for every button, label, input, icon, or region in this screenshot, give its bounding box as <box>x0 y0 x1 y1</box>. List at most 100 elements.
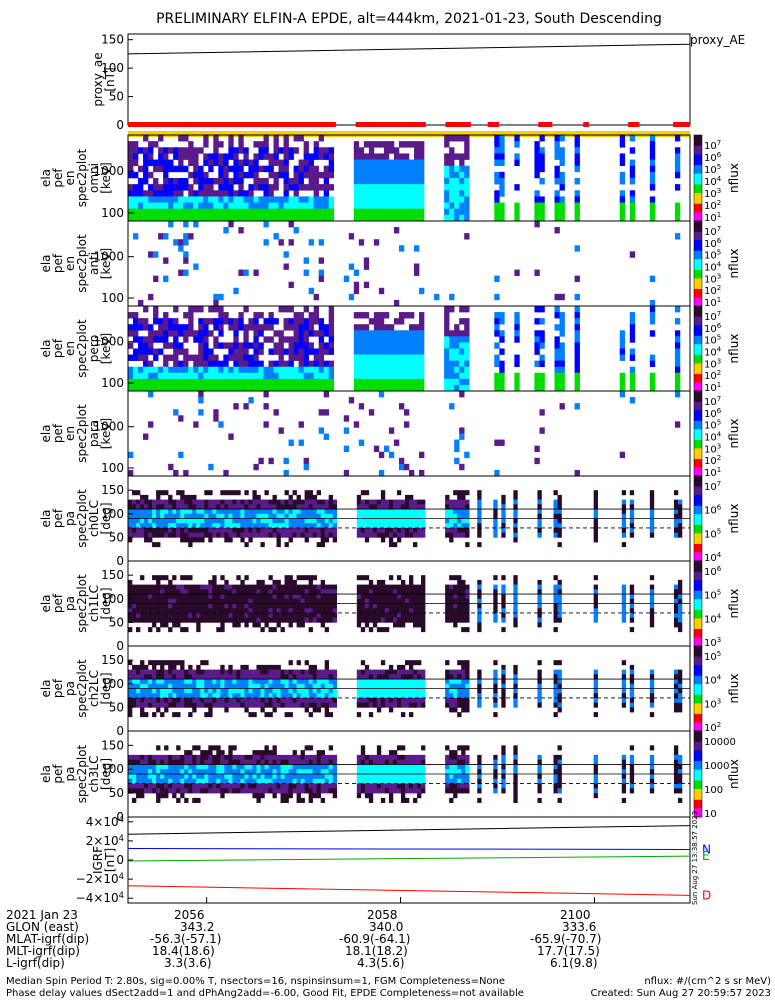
pa-spectrogram-cell <box>196 518 201 524</box>
spectrogram-cell <box>363 372 370 380</box>
pa-spectrogram-cell <box>212 523 217 529</box>
spectrogram-cell <box>619 202 626 210</box>
pa-spectrogram-cell <box>276 513 281 519</box>
pa-spectrogram-cell <box>180 627 185 633</box>
pa-spectrogram-cell <box>368 617 374 623</box>
spectrogram-cell <box>248 318 254 325</box>
spectrogram-cell <box>534 202 540 210</box>
pa-spectrogram-cell <box>445 598 450 604</box>
pa-spectrogram-cell <box>457 509 462 515</box>
pa-spectrogram-cell <box>457 579 462 585</box>
pa-spectrogram-cell <box>477 608 482 614</box>
spectrogram-cell <box>208 366 214 374</box>
spectrogram-cell <box>228 318 234 325</box>
colorbar-cell <box>694 718 702 721</box>
pa-spectrogram-cell <box>308 494 313 500</box>
pa-spectrogram-cell <box>493 660 498 666</box>
spectrogram-cell <box>464 214 470 222</box>
pa-spectrogram-cell <box>132 783 137 789</box>
pa-spectrogram-cell <box>240 688 245 694</box>
spectrogram-cell <box>243 354 249 361</box>
pa-spectrogram-cell <box>629 589 635 595</box>
spectrogram-cell <box>383 324 390 331</box>
pa-spectrogram-cell <box>180 598 185 604</box>
pa-spectrogram-cell <box>621 490 627 496</box>
spectrogram-cell <box>253 184 259 191</box>
spectrogram-cell <box>358 153 365 160</box>
spectrogram-cell <box>674 171 681 179</box>
pa-spectrogram-cell <box>140 608 145 614</box>
spectrogram-cell <box>373 196 380 203</box>
pa-spectrogram-cell <box>256 788 261 794</box>
spectrogram-cell <box>554 227 560 234</box>
pa-spectrogram-cell <box>477 504 482 510</box>
pa-spectrogram-cell <box>449 509 454 515</box>
spectrogram-cell <box>398 348 405 355</box>
pa-spectrogram-cell <box>140 764 145 770</box>
spectrogram-cell <box>403 208 410 216</box>
spectrogram-cell <box>444 312 450 319</box>
pa-spectrogram-cell <box>384 603 390 609</box>
pa-spectrogram-cell <box>180 594 185 600</box>
pa-spectrogram-cell <box>292 669 297 675</box>
pa-spectrogram-cell <box>220 594 225 600</box>
pa-spectrogram-cell <box>212 764 217 770</box>
spectrogram-cell <box>464 202 470 210</box>
pa-spectrogram-cell <box>308 712 313 718</box>
spectrogram-cell <box>138 318 144 325</box>
spectrogram-cell <box>323 171 330 179</box>
pa-spectrogram-cell <box>629 523 635 529</box>
spectrogram-cell <box>514 312 520 319</box>
spectrogram-cell <box>293 318 299 325</box>
spectrogram-cell <box>233 336 239 343</box>
spectrogram-cell <box>188 378 194 386</box>
pa-spectrogram-cell <box>160 688 165 694</box>
pa-spectrogram-cell <box>372 518 378 524</box>
colorbar-cell <box>694 229 702 233</box>
pa-spectrogram-cell <box>200 603 205 609</box>
pa-spectrogram-cell <box>196 797 201 803</box>
pa-spectrogram-cell <box>152 509 157 515</box>
pa-spectrogram-cell <box>304 603 309 609</box>
spectrogram-cell <box>358 239 365 246</box>
spectrogram-cell <box>464 324 470 331</box>
spectrogram-cell <box>554 147 560 154</box>
pa-spectrogram-cell <box>449 702 454 708</box>
pa-spectrogram-cell <box>200 617 205 623</box>
pa-spectrogram-cell <box>593 509 598 515</box>
pa-spectrogram-cell <box>244 764 249 770</box>
spectrogram-cell <box>499 159 505 167</box>
spectrogram-cell <box>539 135 545 142</box>
pa-spectrogram-cell <box>453 612 458 618</box>
pa-spectrogram-cell <box>204 783 209 789</box>
spectrogram-cell <box>383 360 390 368</box>
pa-spectrogram-cell <box>240 674 245 680</box>
pa-spectrogram-cell <box>136 697 141 703</box>
pa-spectrogram-cell <box>152 542 157 548</box>
spectrogram-cell <box>283 318 289 325</box>
pa-spectrogram-cell <box>388 612 394 618</box>
pa-spectrogram-cell <box>356 669 362 675</box>
spectrogram-cell <box>514 330 520 337</box>
pa-spectrogram-cell <box>220 504 225 510</box>
pa-spectrogram-cell <box>461 589 466 595</box>
pa-spectrogram-cell <box>593 494 598 500</box>
pa-spectrogram-cell <box>513 617 518 623</box>
spectrogram-cell <box>554 165 560 173</box>
spectrogram-cell <box>268 184 274 191</box>
pa-spectrogram-cell <box>312 518 317 524</box>
spectrogram-cell <box>218 141 224 148</box>
spectrogram-cell <box>398 360 405 368</box>
spectrogram-cell <box>193 360 199 368</box>
pa-spectrogram-cell <box>288 702 293 708</box>
pa-spectrogram-cell <box>248 674 253 680</box>
spectrogram-cell <box>158 208 164 216</box>
pa-spectrogram-cell <box>304 513 309 519</box>
spectrogram-cell <box>358 312 365 319</box>
spectrogram-cell <box>178 245 184 252</box>
spectrogram-cell <box>158 165 164 173</box>
pa-spectrogram-cell <box>136 589 141 595</box>
spectrogram-cell <box>258 214 264 222</box>
spectrogram-cell <box>173 324 179 331</box>
spectrogram-cell <box>559 342 565 349</box>
